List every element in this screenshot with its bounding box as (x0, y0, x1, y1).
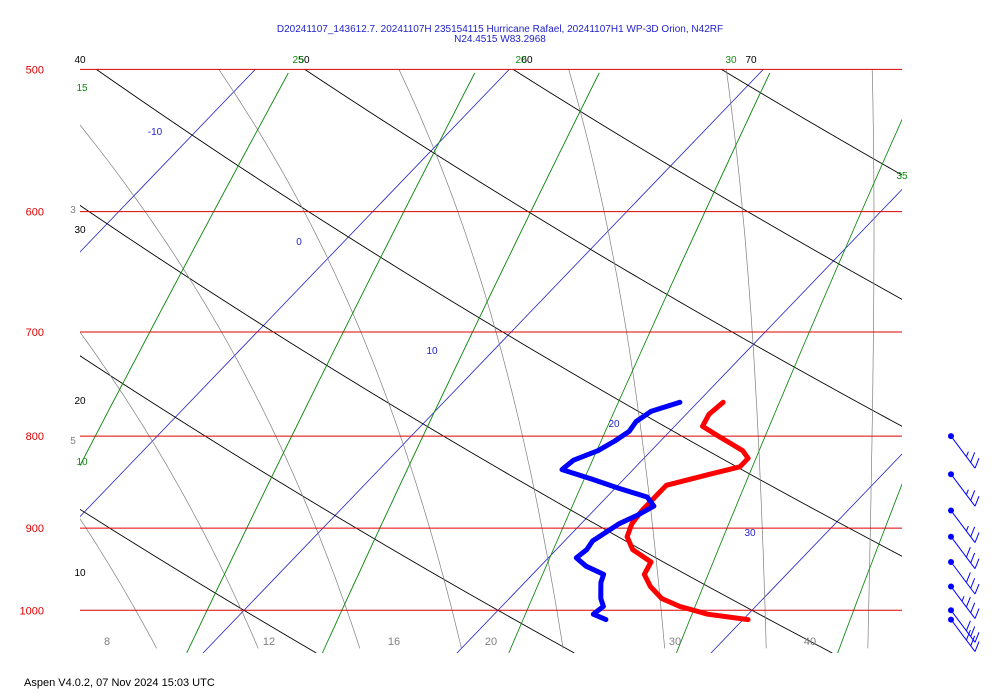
dry-adiabat-line (720, 69, 902, 176)
moist-adiabat-line (80, 518, 157, 649)
temperature-tick-label: 16 (388, 636, 400, 648)
mixing-ratio-line (0, 73, 72, 653)
wind-barb (948, 471, 980, 507)
moist-adiabat-line (80, 124, 361, 649)
isotherm-label: 30 (744, 528, 756, 539)
dry-adiabat-label: 40 (74, 55, 86, 66)
mixing-ratio-label: 20 (515, 55, 527, 66)
diagram-labels-layer: 500 600 700 800 900 1000 8 12 16 20 30 40 -10 0 10 20 30… (20, 55, 908, 648)
dry-adiabat-line (80, 355, 575, 653)
isotherm-label: -10 (148, 127, 163, 138)
isotherm-line (80, 69, 510, 518)
moist-adiabat-label: 3 (70, 205, 76, 216)
dry-adiabat-label: 60 (521, 55, 533, 66)
footer-text: Aspen V4.0.2, 07 Nov 2024 15:03 UTC (24, 677, 215, 689)
isotherm-line (965, 69, 1000, 653)
moist-adiabat-line (867, 69, 875, 649)
temperature-tick-label: 20 (485, 636, 497, 648)
moist-adiabat-line (969, 38, 1000, 649)
dry-adiabats-layer (80, 69, 1000, 653)
dry-adiabat-line (80, 508, 317, 653)
pressure-label: 500 (26, 64, 44, 76)
isotherm-line (456, 188, 902, 653)
moist-adiabat-line (725, 69, 767, 649)
dry-adiabat-line (929, 69, 1000, 653)
mixing-ratio-label: 25 (292, 55, 304, 66)
isotherm-label: 0 (296, 237, 302, 248)
moist-adiabat-line (568, 69, 665, 649)
moist-adiabat-line (0, 38, 55, 649)
mixing-ratio-layer (0, 72, 902, 653)
temperature-tick-label: 12 (263, 636, 275, 648)
dry-adiabat-label: 30 (74, 225, 86, 236)
mixing-ratio-line (837, 483, 902, 653)
temperature-tick-label: 30 (669, 636, 681, 648)
isotherm-line (710, 453, 902, 653)
dry-adiabat-line (512, 69, 902, 300)
mixing-ratio-label: 10 (76, 457, 88, 468)
dry-adiabat-label: 70 (745, 55, 757, 66)
dewpoint-profile-line (559, 399, 683, 623)
dry-adiabat-label: 50 (298, 55, 310, 66)
pressure-label: 1000 (20, 605, 44, 617)
isotherm-line (80, 69, 256, 253)
wind-barbs-layer (948, 433, 980, 652)
isotherm-line (0, 69, 2, 653)
mixing-ratio-line (186, 72, 476, 653)
temperature-profile-line (624, 399, 751, 623)
mixing-ratio-label: 35 (896, 171, 908, 182)
mixing-ratio-line (508, 72, 771, 653)
moist-adiabat-line (80, 331, 259, 649)
moist-adiabat-line (218, 69, 462, 649)
dry-adiabat-line (80, 204, 833, 653)
mixing-ratio-label: 30 (725, 55, 737, 66)
dry-adiabat-label: 10 (74, 568, 86, 579)
dry-adiabat-line (303, 69, 902, 427)
wind-barb (948, 583, 980, 619)
isotherms-layer (0, 69, 1000, 653)
isotherm-line (202, 69, 764, 653)
dry-adiabat-line (95, 69, 902, 557)
wind-barb (948, 533, 980, 569)
wind-barb (948, 433, 980, 469)
temperature-tick-label: 40 (804, 636, 816, 648)
pressure-label: 800 (26, 431, 44, 443)
pressure-label: 700 (26, 327, 44, 339)
isotherm-label: 20 (608, 419, 620, 430)
isobars-layer (80, 68, 902, 611)
mixing-ratio-line (80, 72, 289, 467)
moist-adiabat-label: 5 (70, 436, 76, 447)
dry-adiabat-label: 20 (74, 396, 86, 407)
pressure-label: 900 (26, 523, 44, 535)
wind-barb (948, 616, 980, 652)
chart-subtitle: N24.4515 W83.2968 (454, 34, 546, 45)
temperature-tick-label: 8 (104, 636, 110, 648)
mixing-ratio-label: 15 (76, 83, 88, 94)
wind-barb (948, 507, 980, 543)
wind-barb (948, 607, 980, 643)
wind-barb (948, 559, 980, 595)
moist-adiabat-line (398, 69, 564, 649)
profiles-layer (559, 399, 751, 623)
mixing-ratio-line (675, 118, 902, 653)
mixing-ratio-line (321, 72, 600, 653)
chart-title: D20241107_143612.7. 20241107H 235154115 … (276, 24, 724, 35)
pressure-label: 600 (26, 207, 44, 219)
isotherm-label: 10 (426, 346, 438, 357)
